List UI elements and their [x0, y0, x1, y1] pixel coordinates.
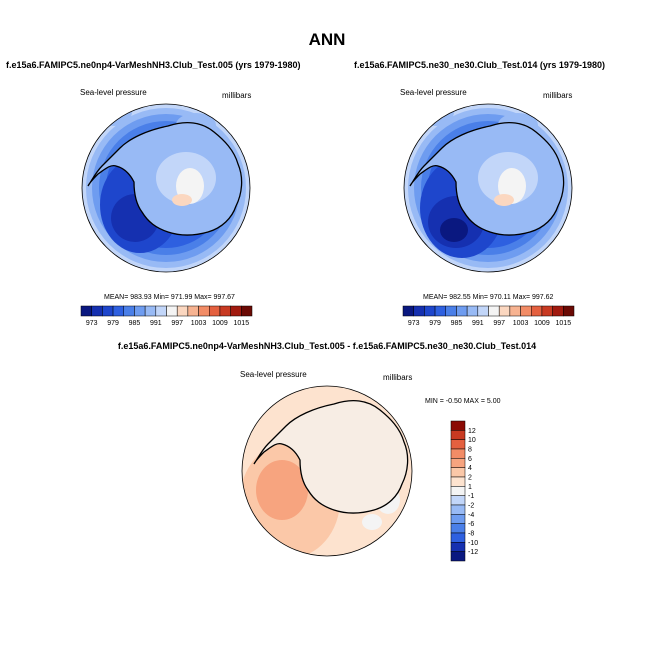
panel-2-colorbar-swatch — [402, 305, 414, 317]
panel-2-map — [403, 103, 573, 273]
panel-3-colorbar-swatch — [450, 467, 466, 478]
panel-3-colorbar-tick-label: 10 — [468, 437, 476, 444]
panel-2-colorbar-tick-label: 979 — [429, 320, 441, 327]
panel-1-colorbar-tick-label: 973 — [86, 320, 98, 327]
panel-3-colorbar-tick-label: -2 — [468, 503, 474, 510]
panel-3-colorbar-swatch — [450, 458, 466, 468]
panel-2-colorbar-swatch — [563, 305, 575, 317]
panel-1-colorbar-swatch — [187, 305, 199, 317]
panel-1-colorbar-tick-label: 985 — [129, 320, 141, 327]
panel-1-colorbar-swatch — [198, 305, 210, 317]
panel-3-colorbar-swatch — [450, 495, 466, 506]
panel-2-colorbar-swatch — [424, 305, 436, 317]
panel-3-colorbar-swatch — [450, 476, 466, 487]
panel-3-colorbar-swatch — [450, 532, 466, 543]
panel-2-colorbar-tick-label: 1009 — [534, 320, 550, 327]
panel-3-colorbar-tick-label: -8 — [468, 531, 474, 538]
panel-3-colorbar-tick-label: -10 — [468, 540, 478, 547]
panel-1-colorbar-swatch — [112, 305, 124, 317]
panel-3-colorbar-swatch — [450, 439, 466, 450]
panel-3-variable-label: Sea-level pressure — [240, 370, 307, 379]
panel-3-colorbar-tick-label: -6 — [468, 521, 474, 528]
panel-2-colorbar-tick-label: 1015 — [556, 320, 572, 327]
panel-2-colorbar-swatch — [488, 305, 500, 317]
panel-2-colorbar-swatch — [541, 305, 553, 317]
panel-1-stats: MEAN= 983.93 Min= 971.99 Max= 997.67 — [104, 294, 235, 301]
panel-2-colorbar-swatch — [552, 305, 564, 317]
panel-2-colorbar-swatch — [413, 305, 425, 317]
panel-2-colorbar-swatch — [520, 305, 532, 317]
panel-3-colorbar-tick-label: 2 — [468, 475, 472, 482]
panel-1-colorbar-swatch — [91, 305, 103, 317]
panel-2-colorbar-tick-label: 991 — [472, 320, 484, 327]
panel-3-colorbar-swatch — [450, 504, 466, 515]
panel-1-colorbar-swatch — [80, 305, 92, 317]
panel-3-colorbar-swatch — [450, 420, 466, 431]
panel-1-colorbar-swatch — [102, 305, 114, 317]
panel-1-title: f.e15a6.FAMIPC5.ne0np4-VarMeshNH3.Club_T… — [6, 60, 301, 70]
panel-1-colorbar-swatch — [209, 305, 221, 317]
panel-3-stats: MIN = -0.50 MAX = 5.00 — [425, 398, 501, 405]
panel-1-colorbar-swatch — [241, 305, 253, 317]
panel-2-variable-label: Sea-level pressure — [400, 88, 467, 97]
panel-2-colorbar-swatch — [498, 305, 511, 317]
panel-1-colorbar-swatch — [219, 305, 231, 317]
panel-3-colorbar-tick-label: -1 — [468, 493, 474, 500]
panel-3-title: f.e15a6.FAMIPC5.ne0np4-VarMeshNH3.Club_T… — [117, 341, 537, 351]
panel-2-colorbar-swatch — [466, 305, 479, 317]
panel-3-colorbar-tick-label: -4 — [468, 512, 474, 519]
panel-1-units-label: millibars — [222, 91, 252, 100]
panel-1-colorbar-swatch — [176, 305, 189, 317]
panel-1-colorbar-tick-label: 1003 — [191, 320, 207, 327]
panel-2-title: f.e15a6.FAMIPC5.ne30_ne30.Club_Test.014 … — [354, 60, 605, 70]
panel-2-colorbar-swatch — [445, 305, 457, 317]
panel-1-colorbar-tick-label: 991 — [150, 320, 162, 327]
panel-1-colorbar-swatch — [144, 305, 157, 317]
panel-1-colorbar-tick-label: 997 — [171, 320, 183, 327]
figure-title: ANN — [308, 30, 346, 49]
panel-2-units-label: millibars — [543, 91, 573, 100]
panel-3-colorbar: 12 10 8 6 4 2 1 -1 -2 -4 -6 -8 -10 -12 — [450, 420, 478, 562]
panel-1-colorbar: 973 979 985 991 997 1003 1009 1015 — [80, 305, 253, 327]
panel-1-colorbar-swatch — [230, 305, 242, 317]
panel-3-colorbar-swatch — [450, 542, 466, 552]
panel-3-colorbar-swatch — [450, 448, 466, 459]
panel-3-colorbar-tick-label: 8 — [468, 447, 472, 454]
panel-3-colorbar-swatch — [450, 486, 466, 496]
panel-3-colorbar-swatch — [450, 551, 466, 562]
panel-1-colorbar-tick-label: 1015 — [234, 320, 250, 327]
panel-3-colorbar-tick-label: 4 — [468, 465, 472, 472]
panel-2-colorbar-tick-label: 997 — [493, 320, 505, 327]
panel-3-map — [241, 385, 413, 557]
panel-3-colorbar-tick-label: 1 — [468, 484, 472, 491]
panel-3-units-label: millibars — [383, 373, 413, 382]
panel-3-colorbar-tick-label: 12 — [468, 428, 476, 435]
panel-1-map — [81, 103, 251, 273]
panel-2-colorbar-swatch — [434, 305, 446, 317]
panel-2-colorbar: 973 979 985 991 997 1003 1009 1015 — [402, 305, 575, 327]
panel-2-stats: MEAN= 982.55 Min= 970.11 Max= 997.62 — [423, 294, 554, 301]
panel-3-colorbar-swatch — [450, 430, 466, 440]
panel-3-colorbar-tick-label: 6 — [468, 456, 472, 463]
panel-3-colorbar-swatch — [450, 514, 466, 524]
panel-2-colorbar-swatch — [456, 305, 468, 317]
panel-3-colorbar-swatch — [450, 523, 466, 534]
panel-1-colorbar-swatch — [166, 305, 178, 317]
panel-2-colorbar-swatch — [477, 305, 489, 317]
panel-3-colorbar-tick-label: -12 — [468, 549, 478, 556]
panel-1-colorbar-swatch — [123, 305, 135, 317]
panel-2-colorbar-swatch — [509, 305, 521, 317]
panel-2-colorbar-tick-label: 973 — [408, 320, 420, 327]
panel-1-variable-label: Sea-level pressure — [80, 88, 147, 97]
panel-2-colorbar-swatch — [531, 305, 543, 317]
panel-2-colorbar-tick-label: 985 — [451, 320, 463, 327]
panel-2-colorbar-tick-label: 1003 — [513, 320, 529, 327]
panel-1-colorbar-tick-label: 979 — [107, 320, 119, 327]
panel-1-colorbar-tick-label: 1009 — [212, 320, 228, 327]
panel-1-colorbar-swatch — [155, 305, 167, 317]
panel-1-colorbar-swatch — [134, 305, 146, 317]
